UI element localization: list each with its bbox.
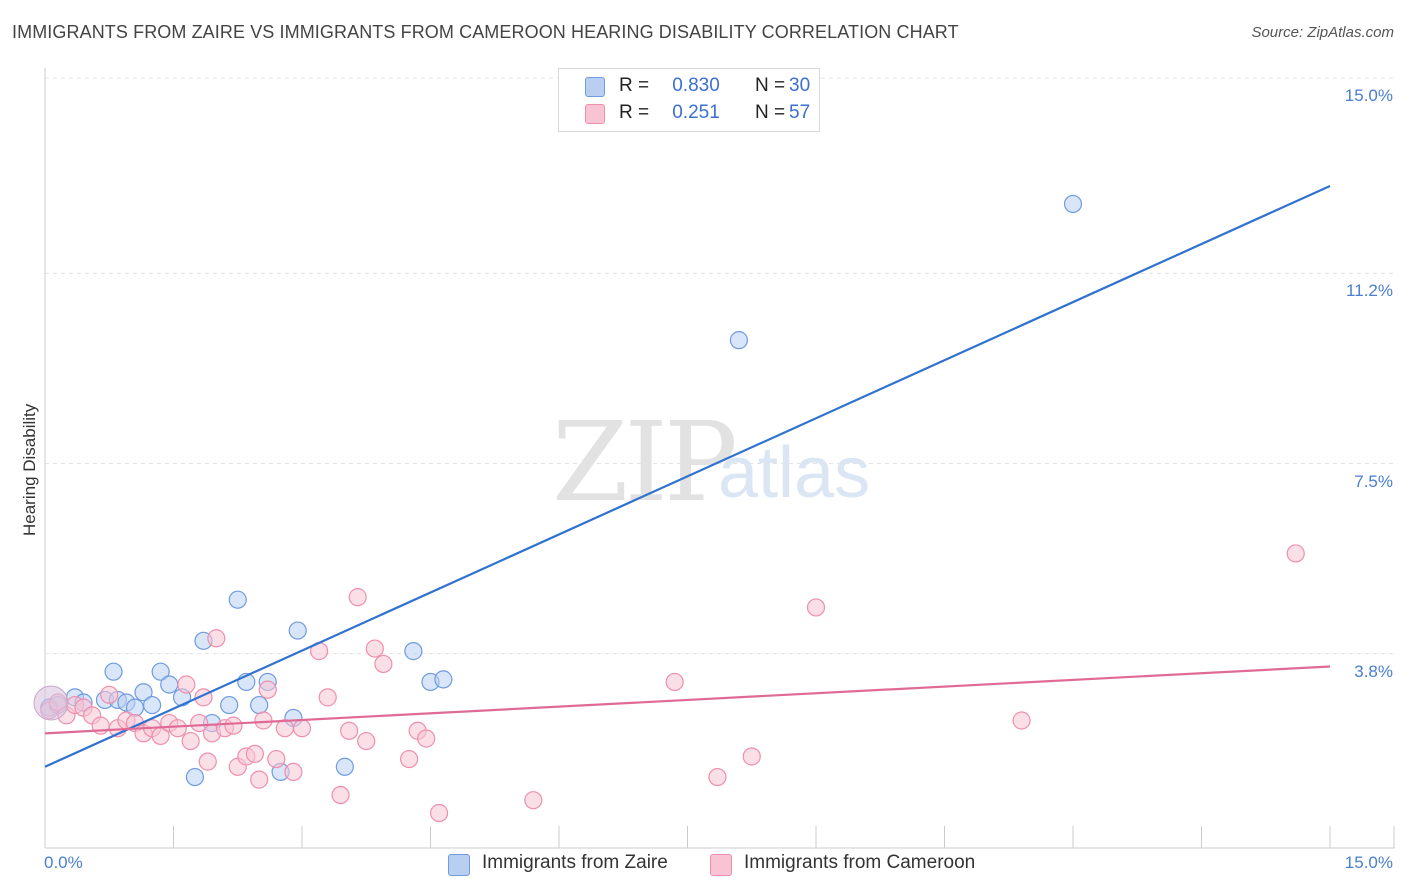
chart-title: IMMIGRANTS FROM ZAIRE VS IMMIGRANTS FROM…	[12, 22, 959, 42]
cameroon-point	[524, 791, 543, 810]
cluster-point	[33, 685, 69, 721]
cameroon-point	[348, 588, 367, 607]
zaire-point	[104, 662, 123, 681]
zaire-point	[151, 662, 170, 681]
cameroon-point	[665, 672, 684, 692]
y-axis-label: Hearing Disability	[20, 403, 39, 536]
cameroon-point	[365, 639, 384, 658]
cameroon-point	[284, 762, 303, 782]
zaire-point	[160, 675, 179, 694]
r-value-zaire: 0.830	[672, 75, 720, 96]
cameroon-swatch	[585, 104, 605, 124]
cameroon-point	[100, 685, 119, 704]
cameroon-point	[331, 785, 350, 805]
cameroon-point	[224, 716, 243, 735]
cameroon-point	[181, 731, 200, 751]
cameroon-point	[318, 688, 337, 707]
legend-label-zaire: Immigrants from Zaire	[482, 852, 668, 873]
y-tick-label: 3.8%	[1354, 661, 1393, 681]
cameroon-point	[177, 675, 196, 694]
zaire-point	[404, 642, 423, 661]
cameroon-point	[708, 767, 727, 787]
cameroon-point	[417, 729, 436, 748]
cameroon-point	[1012, 711, 1031, 730]
cameroon-point	[198, 752, 217, 771]
cameroon-point	[254, 711, 273, 730]
cameroon-trend-line	[44, 665, 1331, 735]
watermark-atlas: atlas	[718, 433, 871, 513]
y-tick-label: 11.2%	[1346, 281, 1393, 301]
r-label: R =	[619, 102, 650, 123]
r-label: R =	[619, 75, 650, 96]
cameroon-point	[340, 721, 359, 740]
cameroon-point	[429, 803, 449, 823]
source-label: Source: ZipAtlas.com	[1251, 24, 1394, 41]
n-value-zaire: 30	[789, 75, 811, 96]
n-label: N =	[755, 75, 786, 96]
cameroon-point	[250, 770, 269, 789]
r-value-cameroon: 0.251	[672, 102, 720, 123]
y-tick-label: 7.5%	[1354, 471, 1393, 491]
zaire-point	[1063, 194, 1083, 214]
zaire-swatch	[585, 77, 605, 97]
zaire-point	[134, 683, 153, 702]
cameroon-point	[190, 713, 209, 733]
correlation-legend: R = 0.830 N = 30 R = 0.251 N = 57	[558, 68, 820, 132]
cameroon-legend-swatch	[710, 854, 732, 876]
y-tick-label: 15.0%	[1344, 86, 1393, 105]
zaire-point	[434, 670, 453, 689]
cameroon-point	[357, 731, 376, 751]
x-tick-max: 15.0%	[1344, 853, 1393, 872]
cameroon-point	[806, 598, 826, 617]
zaire-point	[142, 695, 162, 715]
cameroon-point	[742, 747, 761, 766]
cameroon-point	[245, 744, 264, 764]
cameroon-point	[292, 719, 312, 738]
legend-label-cameroon: Immigrants from Cameroon	[744, 852, 976, 873]
x-tick-min: 0.0%	[44, 853, 83, 872]
zaire-trend-line	[44, 184, 1331, 768]
cameroon-point	[258, 680, 277, 699]
zaire-point	[729, 331, 749, 350]
zaire-point	[250, 695, 269, 715]
cameroon-point	[267, 749, 286, 769]
zaire-point	[228, 590, 247, 609]
cameroon-point	[374, 654, 393, 674]
series-legend: Immigrants from Zaire Immigrants from Ca…	[0, 852, 1406, 878]
cameroon-point	[1286, 544, 1305, 563]
zaire-legend-swatch	[448, 854, 470, 876]
zaire-point	[288, 621, 307, 640]
zaire-point	[220, 695, 239, 715]
cameroon-point	[168, 719, 187, 738]
watermark-zip: ZIP	[552, 398, 738, 526]
cameroon-point	[207, 629, 226, 648]
zaire-point	[185, 767, 205, 787]
cameroon-point	[399, 749, 419, 769]
n-value-cameroon: 57	[789, 102, 811, 123]
zaire-point	[335, 757, 354, 776]
n-label: N =	[755, 102, 786, 123]
